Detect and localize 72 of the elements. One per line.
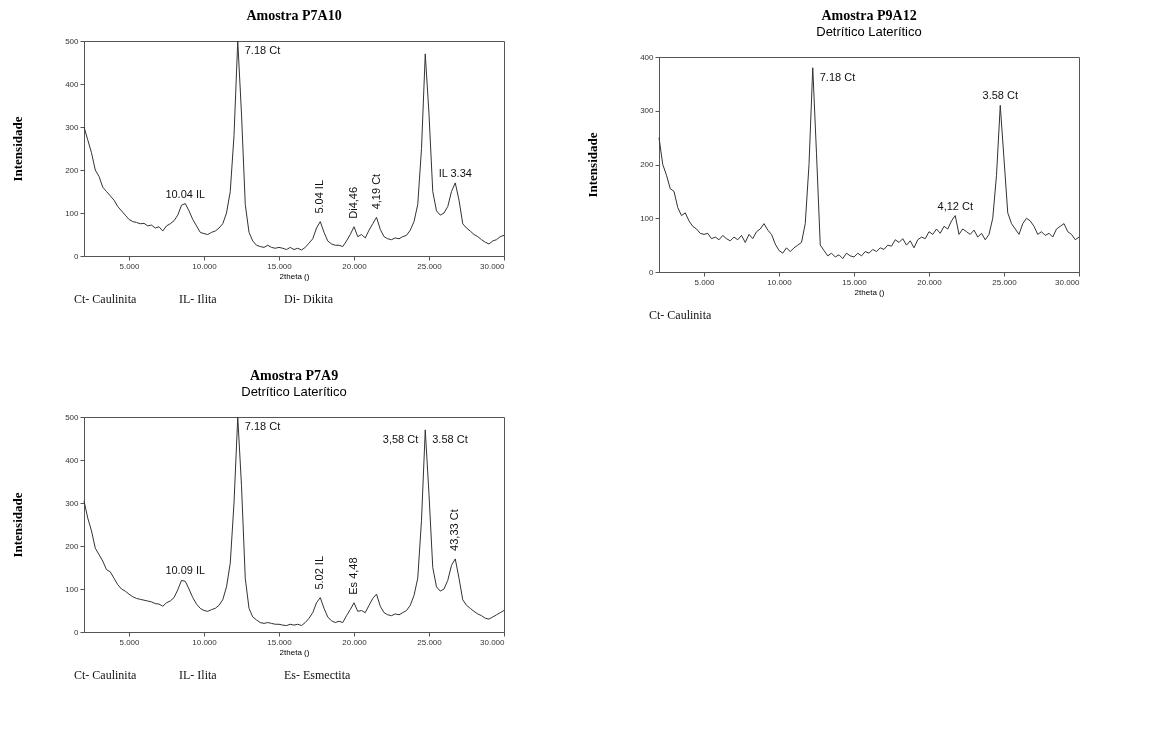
annotation: 43,33 Ct: [448, 509, 461, 551]
text: Es- Esmectita: [284, 668, 351, 682]
y-tick-label: 400: [65, 79, 80, 89]
annotation: 3.58 Ct: [432, 432, 468, 445]
annotation: 10.04 IL: [165, 187, 206, 200]
chart-subtitle: Detrítico Laterítico: [241, 384, 347, 399]
annotation: Di4,46: [347, 186, 359, 219]
x-tick-label: 20.000: [917, 277, 943, 287]
x-tick-label: 20.000: [342, 261, 368, 271]
annotation: IL 3.34: [438, 166, 472, 179]
y-tick-label: 500: [65, 36, 80, 46]
y-tick-label: 0: [74, 251, 80, 261]
text: IL- Ilita: [179, 292, 218, 306]
line-series: [83, 416, 505, 627]
text: Ct- Caulinita: [74, 668, 137, 682]
text: IL- Ilita: [179, 668, 218, 682]
y-tick-label: 100: [65, 208, 80, 218]
annotation: 4,12 Ct: [937, 199, 973, 212]
annotation: 7.18 Ct: [244, 420, 281, 432]
y-tick-label: 400: [65, 455, 80, 465]
x-tick-label: 30.000: [480, 637, 506, 647]
x-tick-label: 30.000: [1055, 277, 1081, 287]
y-tick-label: 300: [65, 122, 80, 132]
x-axis-title: 2theta (): [279, 647, 310, 657]
chart-title: Amostra P7A9: [249, 368, 339, 383]
x-tick-label: 25.000: [417, 637, 443, 647]
y-tick-label: 400: [640, 52, 655, 62]
line-series: [658, 67, 1080, 260]
x-tick-label: 5.000: [694, 277, 716, 287]
x-tick-label: 15.000: [267, 261, 293, 271]
chart-title: Amostra P9A12: [821, 8, 917, 23]
annotation: Es 4,48: [347, 557, 359, 595]
y-axis-title: Intensidade: [10, 116, 26, 182]
x-tick-label: 5.000: [119, 261, 141, 271]
x-axis-title: 2theta (): [279, 271, 310, 281]
chart-subtitle: Detrítico Laterítico: [816, 24, 922, 39]
y-tick-label: 200: [640, 160, 655, 169]
annotation: 5.04 IL: [313, 179, 326, 214]
annotation: 3,58 Ct: [382, 432, 419, 445]
y-tick-label: 0: [74, 627, 80, 637]
annotation: 3.58 Ct: [982, 89, 1018, 102]
line-series: [83, 40, 505, 251]
x-axis-title: 2theta (): [854, 287, 885, 297]
annotation: 7.18 Ct: [819, 70, 856, 83]
y-tick-label: 200: [65, 165, 80, 175]
y-tick-label: 300: [640, 106, 655, 116]
x-tick-label: 30.000: [480, 261, 506, 271]
y-tick-label: 100: [65, 584, 80, 594]
x-tick-label: 25.000: [417, 261, 443, 271]
y-tick-label: 300: [65, 498, 80, 508]
y-axis-title: Intensidade: [585, 132, 601, 198]
annotation: 5.02 IL: [313, 555, 326, 590]
x-tick-label: 5.000: [119, 637, 141, 647]
chart-title: Amostra P7A10: [246, 8, 342, 23]
x-tick-label: 10.000: [192, 637, 218, 647]
y-tick-label: 100: [640, 213, 655, 223]
x-tick-label: 25.000: [992, 277, 1018, 287]
annotation: 4,19 Ct: [369, 173, 382, 210]
y-axis-title: Intensidade: [10, 492, 26, 558]
x-tick-label: 15.000: [842, 277, 868, 287]
y-tick-label: 500: [65, 412, 80, 422]
text: Di- Dikita: [284, 292, 334, 306]
y-tick-label: 200: [65, 541, 80, 551]
text: Ct- Caulinita: [74, 292, 137, 306]
annotation: 10.09 IL: [165, 564, 206, 577]
x-tick-label: 20.000: [342, 637, 368, 647]
x-tick-label: 10.000: [192, 261, 218, 271]
x-tick-label: 10.000: [767, 277, 793, 287]
annotation: 7.18 Ct: [244, 44, 281, 56]
text: Ct- Caulinita: [649, 308, 712, 322]
y-tick-label: 0: [649, 267, 655, 277]
x-tick-label: 15.000: [267, 637, 293, 647]
